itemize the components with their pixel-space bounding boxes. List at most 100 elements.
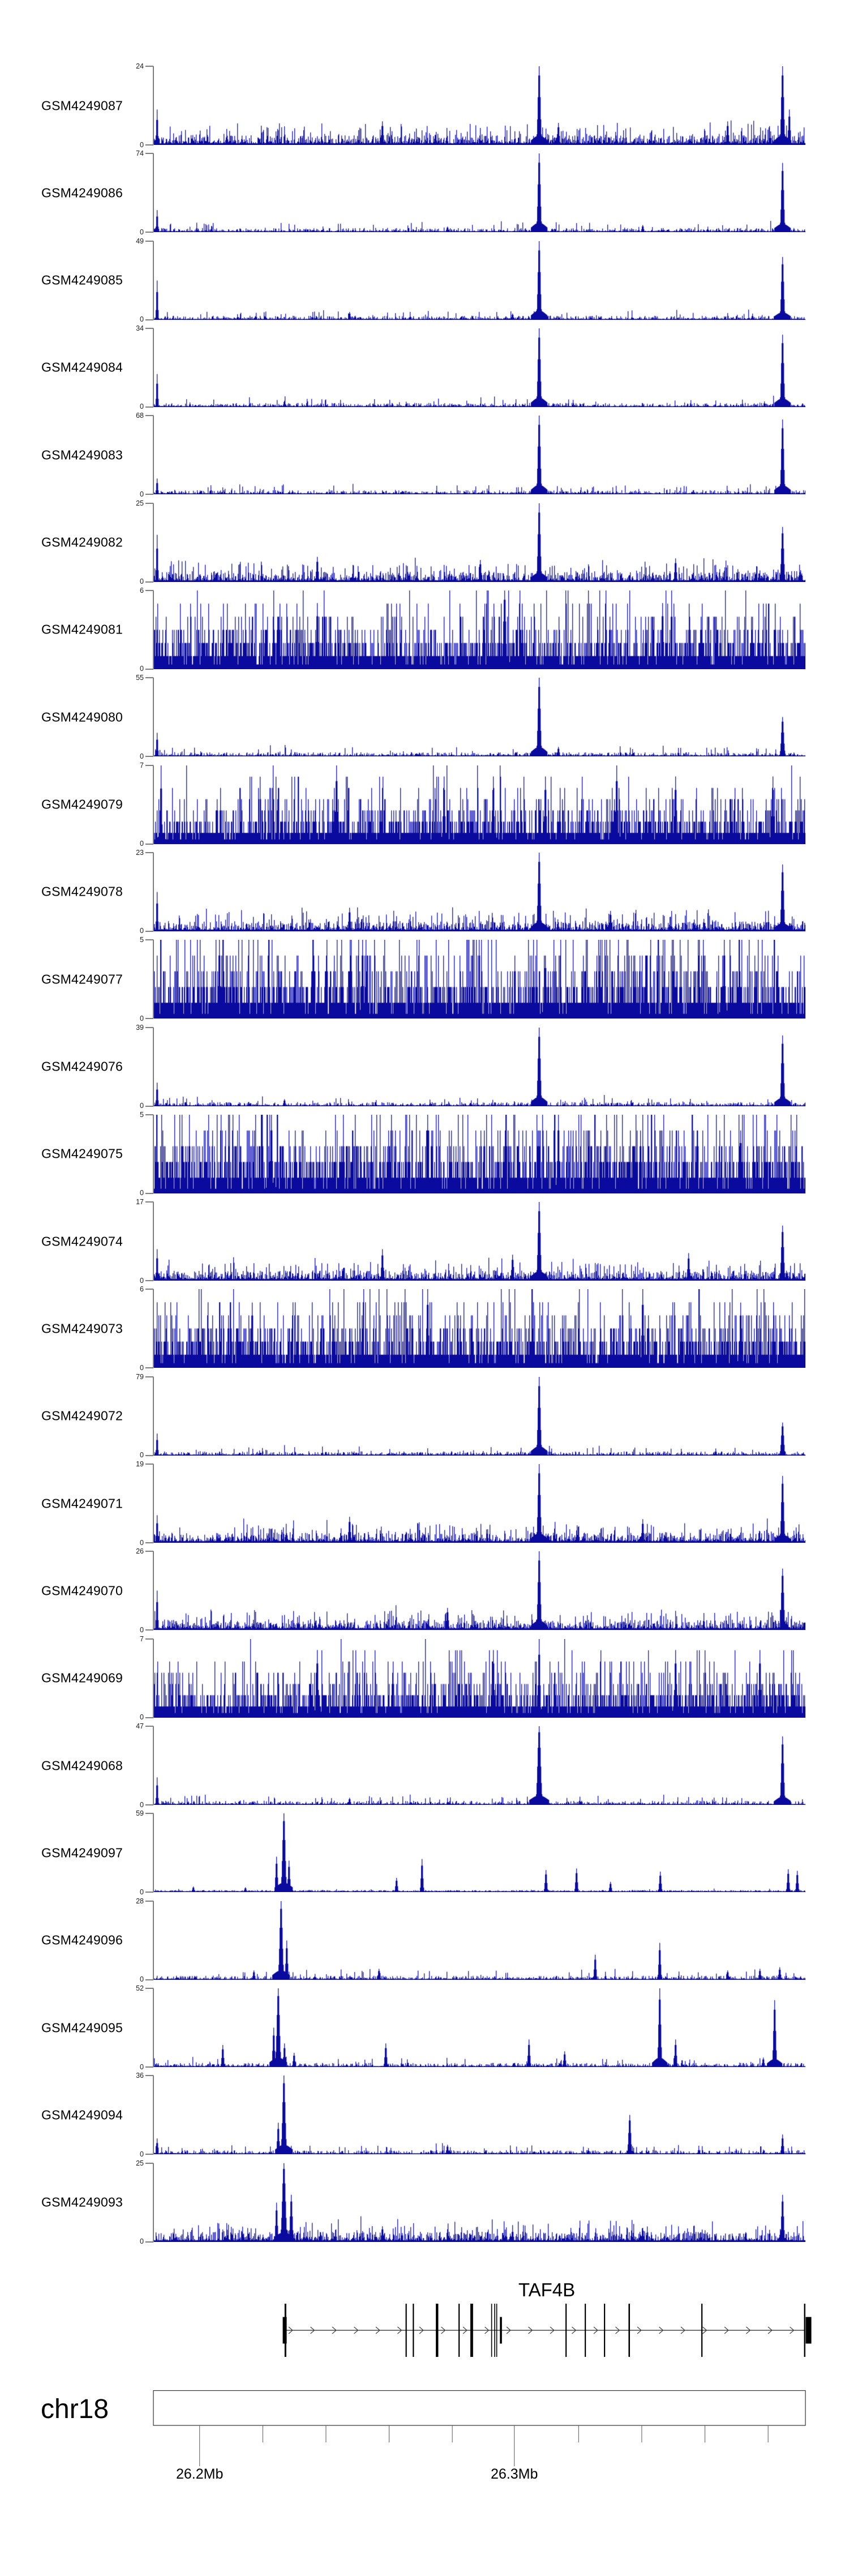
track-sample-label: GSM4249079 [41, 797, 123, 812]
coverage-signal [154, 1376, 805, 1456]
track-ymax-label: 74 [136, 149, 144, 158]
track-ymin-label: 0 [140, 927, 144, 935]
strand-arrow-icon [702, 2326, 707, 2334]
y-axis-zero-tick [145, 2066, 153, 2068]
track-ymax-label: 68 [136, 412, 144, 420]
track-ymax-label: 24 [136, 62, 144, 70]
track-row: GSM4249071 19 0 [0, 1460, 849, 1546]
track-ymax-label: 5 [140, 936, 144, 944]
track-sample-label: GSM4249093 [41, 2194, 123, 2210]
y-axis-zero-tick [145, 2241, 153, 2243]
cds-box [805, 2317, 812, 2344]
track-sample-label: GSM4249086 [41, 185, 123, 200]
y-axis-top-tick [145, 1464, 153, 1465]
track-sample-label: GSM4249069 [41, 1670, 123, 1685]
track-ymax-label: 7 [140, 1634, 144, 1643]
strand-arrow-icon [767, 2326, 773, 2334]
track-ymax-label: 19 [136, 1460, 144, 1469]
y-axis-zero-tick [145, 406, 153, 408]
strand-arrow-icon [680, 2326, 685, 2334]
track-y-axis [153, 66, 154, 145]
y-axis-top-tick [145, 677, 153, 679]
chromosome-label: chr18 [41, 2394, 109, 2424]
track-ymin-label: 0 [140, 1538, 144, 1547]
strand-arrow-icon [462, 2326, 468, 2334]
track-row: GSM4249068 47 0 [0, 1722, 849, 1808]
track-y-axis [153, 678, 154, 757]
track-sample-label: GSM4249071 [41, 1496, 123, 1511]
coverage-signal [154, 2076, 805, 2155]
track-ymax-label: 55 [136, 674, 144, 682]
coverage-signal [154, 1464, 805, 1543]
track-sample-label: GSM4249072 [41, 1408, 123, 1423]
track-row: GSM4249081 6 0 [0, 586, 849, 672]
y-axis-zero-tick [145, 756, 153, 758]
track-row: GSM4249074 17 0 [0, 1198, 849, 1284]
coverage-signal [154, 66, 805, 145]
coverage-signal [154, 1813, 805, 1893]
y-axis-top-tick [145, 2162, 153, 2164]
track-ymax-label: 47 [136, 1722, 144, 1731]
y-axis-zero-tick [145, 494, 153, 495]
track-ymax-label: 59 [136, 1809, 144, 1818]
track-sample-label: GSM4249078 [41, 884, 123, 899]
track-ymax-label: 79 [136, 1372, 144, 1381]
track-ymax-label: 5 [140, 1110, 144, 1119]
exon-bar [585, 2304, 586, 2357]
strand-arrow-icon [441, 2326, 446, 2334]
coverage-signal [154, 328, 805, 407]
coverage-signal [154, 503, 805, 582]
y-axis-zero-tick [145, 843, 153, 845]
exon-bar [470, 2304, 473, 2357]
track-ymin-label: 0 [140, 228, 144, 236]
coverage-signal [154, 1027, 805, 1106]
track-row: GSM4249075 5 0 [0, 1111, 849, 1196]
y-axis-zero-tick [145, 1280, 153, 1282]
track-ymax-label: 25 [136, 2159, 144, 2167]
coverage-signal [154, 241, 805, 320]
track-y-axis [153, 1289, 154, 1368]
track-y-axis [153, 1376, 154, 1456]
strand-arrow-icon [288, 2326, 293, 2334]
track-ymax-label: 17 [136, 1198, 144, 1206]
exon-bar [565, 2304, 567, 2357]
track-sample-label: GSM4249087 [41, 98, 123, 113]
track-ymax-label: 6 [140, 1285, 144, 1294]
y-axis-top-tick [145, 327, 153, 329]
y-axis-zero-tick [145, 2154, 153, 2155]
track-sample-label: GSM4249083 [41, 447, 123, 463]
track-y-axis [153, 1813, 154, 1893]
track-row: GSM4249095 52 0 [0, 1985, 849, 2070]
track-sample-label: GSM4249073 [41, 1321, 123, 1336]
track-y-axis [153, 1551, 154, 1631]
y-axis-zero-tick [145, 1717, 153, 1718]
y-axis-top-tick [145, 1638, 153, 1640]
track-y-axis [153, 1202, 154, 1281]
track-y-axis [153, 2076, 154, 2155]
track-row: GSM4249083 68 0 [0, 412, 849, 498]
y-axis-top-tick [145, 1201, 153, 1203]
exon-bar [284, 2304, 286, 2357]
track-ymin-label: 0 [140, 1014, 144, 1022]
strand-arrow-icon [354, 2326, 359, 2334]
track-y-axis [153, 1114, 154, 1193]
strand-arrow-icon [484, 2326, 490, 2334]
exon-bar [436, 2304, 439, 2357]
strand-arrow-icon [790, 2326, 795, 2334]
gene-name-label: TAF4B [518, 2279, 576, 2300]
y-axis-top-tick [145, 589, 153, 591]
exon-bar [494, 2304, 495, 2357]
y-axis-zero-tick [145, 319, 153, 320]
coverage-signal [154, 1638, 805, 1718]
track-sample-label: GSM4249074 [41, 1234, 123, 1249]
track-row: GSM4249072 79 0 [0, 1373, 849, 1458]
y-axis-top-tick [145, 1551, 153, 1552]
track-row: GSM4249080 55 0 [0, 674, 849, 760]
strand-arrow-icon [528, 2326, 533, 2334]
track-ymin-label: 0 [140, 1102, 144, 1110]
track-y-axis [153, 153, 154, 233]
y-axis-zero-tick [145, 1892, 153, 1893]
track-sample-label: GSM4249094 [41, 2107, 123, 2123]
track-ymax-label: 6 [140, 586, 144, 594]
strand-arrow-icon [419, 2326, 424, 2334]
